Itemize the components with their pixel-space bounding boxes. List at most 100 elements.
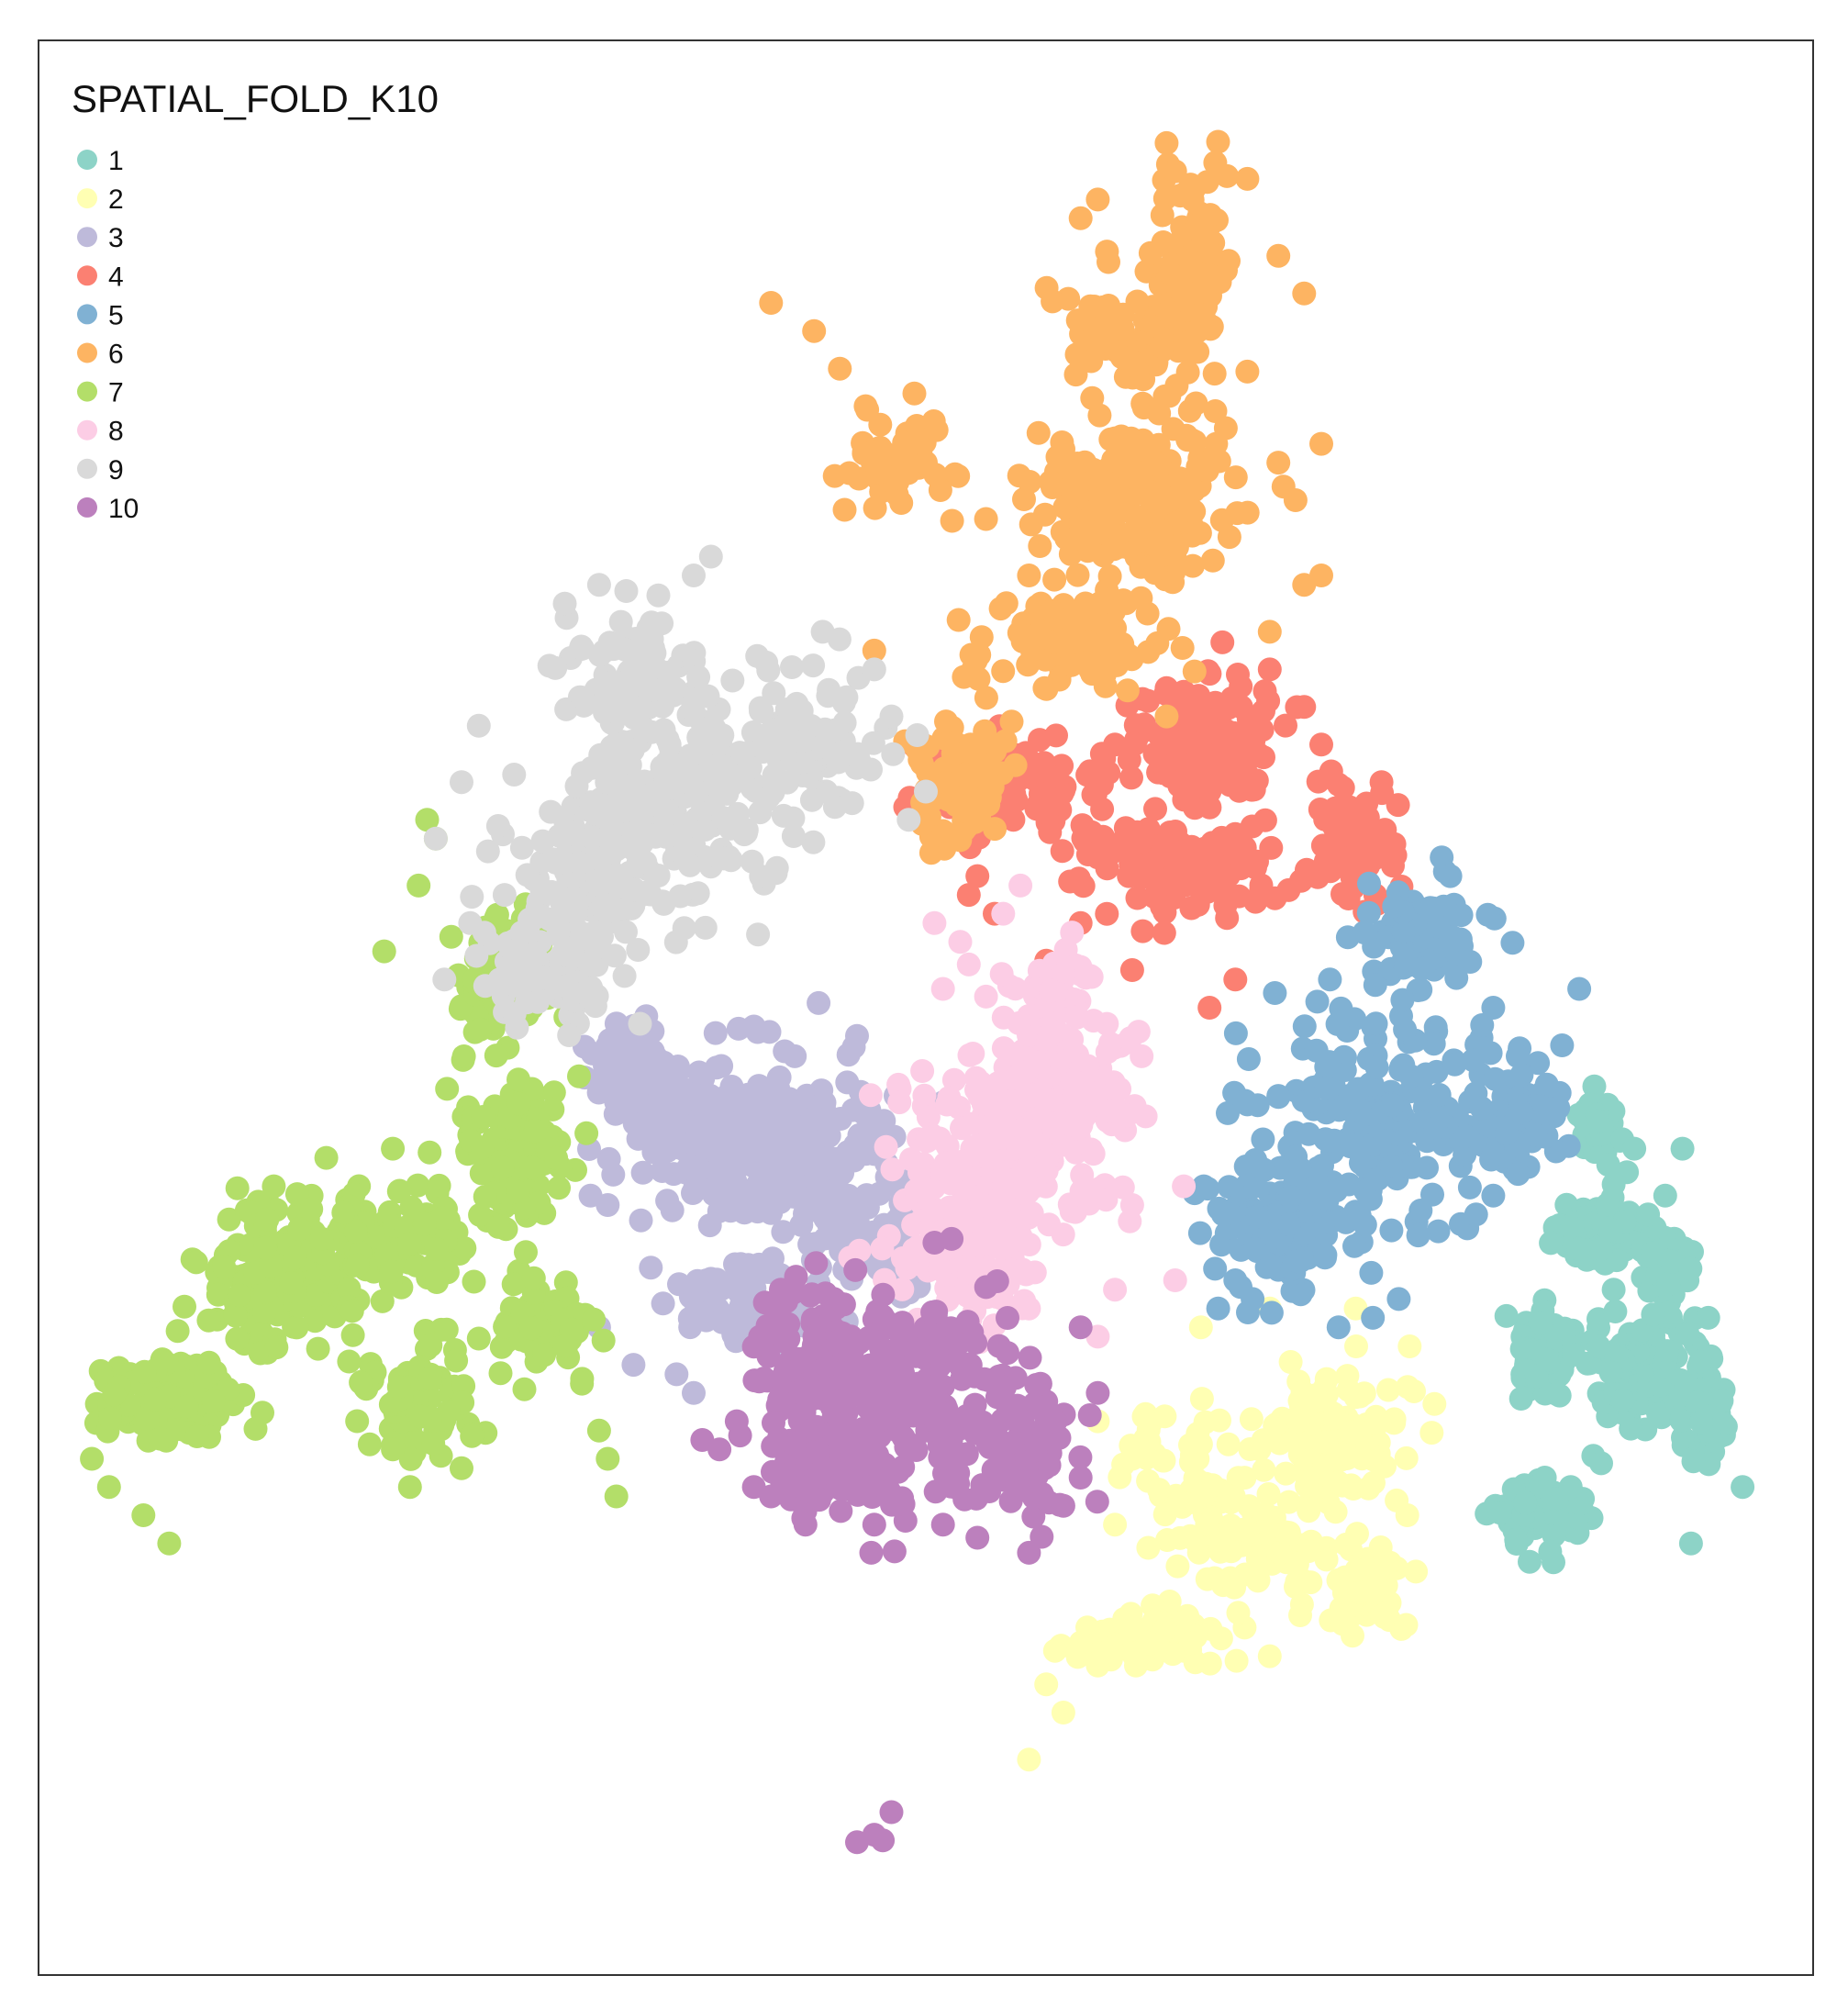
point-series-2 (1356, 1476, 1381, 1501)
point-series-8 (922, 910, 947, 935)
point-series-1 (1619, 1416, 1643, 1441)
point-series-4 (1240, 777, 1264, 802)
point-series-1 (1528, 1311, 1553, 1335)
point-series-3 (621, 1353, 646, 1378)
point-series-2 (1252, 1457, 1276, 1482)
point-series-4 (1249, 877, 1274, 902)
point-series-9 (706, 731, 730, 756)
point-series-6 (1124, 505, 1149, 530)
point-series-5 (1408, 1199, 1433, 1222)
point-series-5 (1297, 1122, 1321, 1146)
point-series-7 (570, 1371, 595, 1396)
point-series-4 (1196, 879, 1219, 904)
point-series-9 (655, 823, 679, 848)
point-series-2 (1165, 1554, 1190, 1579)
point-series-3 (608, 1086, 632, 1111)
point-series-5 (1223, 1021, 1248, 1045)
point-series-7 (340, 1299, 364, 1323)
point-series-1 (1656, 1272, 1681, 1297)
point-series-1 (1689, 1410, 1713, 1434)
point-series-5 (1318, 967, 1342, 992)
point-series-2 (1395, 1503, 1419, 1527)
point-series-2 (1034, 1672, 1059, 1697)
point-series-5 (1287, 1156, 1312, 1181)
point-series-9 (646, 864, 671, 887)
point-series-5 (1390, 988, 1415, 1012)
point-series-2 (1188, 1315, 1213, 1340)
point-series-9 (693, 915, 718, 940)
point-series-10 (903, 1337, 928, 1362)
point-series-1 (1641, 1302, 1665, 1327)
point-series-5 (1481, 1142, 1506, 1166)
point-series-8 (1095, 1040, 1119, 1065)
point-series-7 (471, 1105, 495, 1129)
point-series-4 (1210, 630, 1235, 654)
point-series-4 (1184, 852, 1208, 876)
point-series-9 (713, 754, 738, 779)
point-series-2 (1307, 1389, 1331, 1413)
point-series-9 (450, 770, 473, 795)
point-series-5 (1421, 896, 1445, 921)
point-series-6 (946, 608, 971, 632)
point-series-8 (991, 901, 1016, 926)
point-series-3 (773, 1039, 797, 1064)
point-series-3 (820, 1146, 845, 1171)
point-series-2 (1152, 1404, 1177, 1429)
point-series-2 (1239, 1407, 1264, 1432)
point-series-2 (1251, 1428, 1275, 1453)
point-series-7 (512, 1377, 537, 1401)
point-series-3 (771, 1220, 796, 1244)
point-series-7 (574, 1121, 599, 1145)
point-series-9 (485, 814, 510, 838)
point-series-3 (686, 1060, 711, 1085)
point-series-9 (554, 974, 579, 999)
point-series-6 (1266, 243, 1291, 268)
point-series-1 (1582, 1074, 1607, 1099)
point-series-7 (255, 1207, 280, 1232)
point-series-6 (934, 709, 958, 734)
point-series-5 (1509, 1100, 1534, 1125)
point-series-2 (1278, 1350, 1303, 1374)
point-series-7 (424, 1237, 449, 1261)
point-series-1 (1674, 1373, 1698, 1398)
point-series-7 (582, 1307, 607, 1332)
point-series-1 (1494, 1303, 1519, 1328)
point-series-5 (1327, 1098, 1352, 1122)
point-series-5 (1506, 1162, 1531, 1187)
point-series-3 (611, 1061, 636, 1086)
point-series-7 (567, 1064, 591, 1088)
point-series-2 (1226, 1601, 1251, 1625)
point-series-2 (1268, 1541, 1293, 1566)
point-series-8 (1119, 1193, 1144, 1217)
point-series-9 (520, 942, 545, 966)
point-series-10 (925, 1373, 950, 1398)
point-series-4 (1130, 919, 1155, 943)
point-series-5 (1481, 1183, 1506, 1208)
point-series-2 (1248, 1555, 1273, 1579)
point-series-7 (435, 1077, 460, 1101)
point-series-3 (767, 1065, 792, 1089)
point-series-7 (131, 1503, 156, 1527)
point-series-2 (1419, 1421, 1444, 1445)
point-series-9 (681, 697, 706, 721)
point-series-9 (567, 851, 592, 876)
point-series-8 (1054, 1111, 1079, 1136)
point-series-6 (1052, 437, 1075, 462)
point-series-5 (1349, 1151, 1373, 1176)
point-series-8 (902, 1237, 927, 1262)
point-series-4 (1330, 776, 1355, 800)
point-series-9 (642, 612, 667, 637)
point-series-1 (1603, 1300, 1628, 1323)
point-series-8 (959, 1208, 984, 1233)
point-series-7 (518, 1316, 543, 1341)
point-series-3 (641, 1140, 666, 1165)
point-series-9 (799, 787, 824, 812)
point-series-3 (640, 1039, 665, 1064)
point-series-9 (628, 1011, 652, 1036)
point-series-5 (1317, 1128, 1341, 1153)
point-series-6 (1115, 678, 1140, 703)
point-series-6 (1197, 262, 1221, 287)
point-series-8 (956, 952, 981, 977)
point-series-9 (914, 779, 938, 804)
point-series-7 (544, 1145, 569, 1170)
